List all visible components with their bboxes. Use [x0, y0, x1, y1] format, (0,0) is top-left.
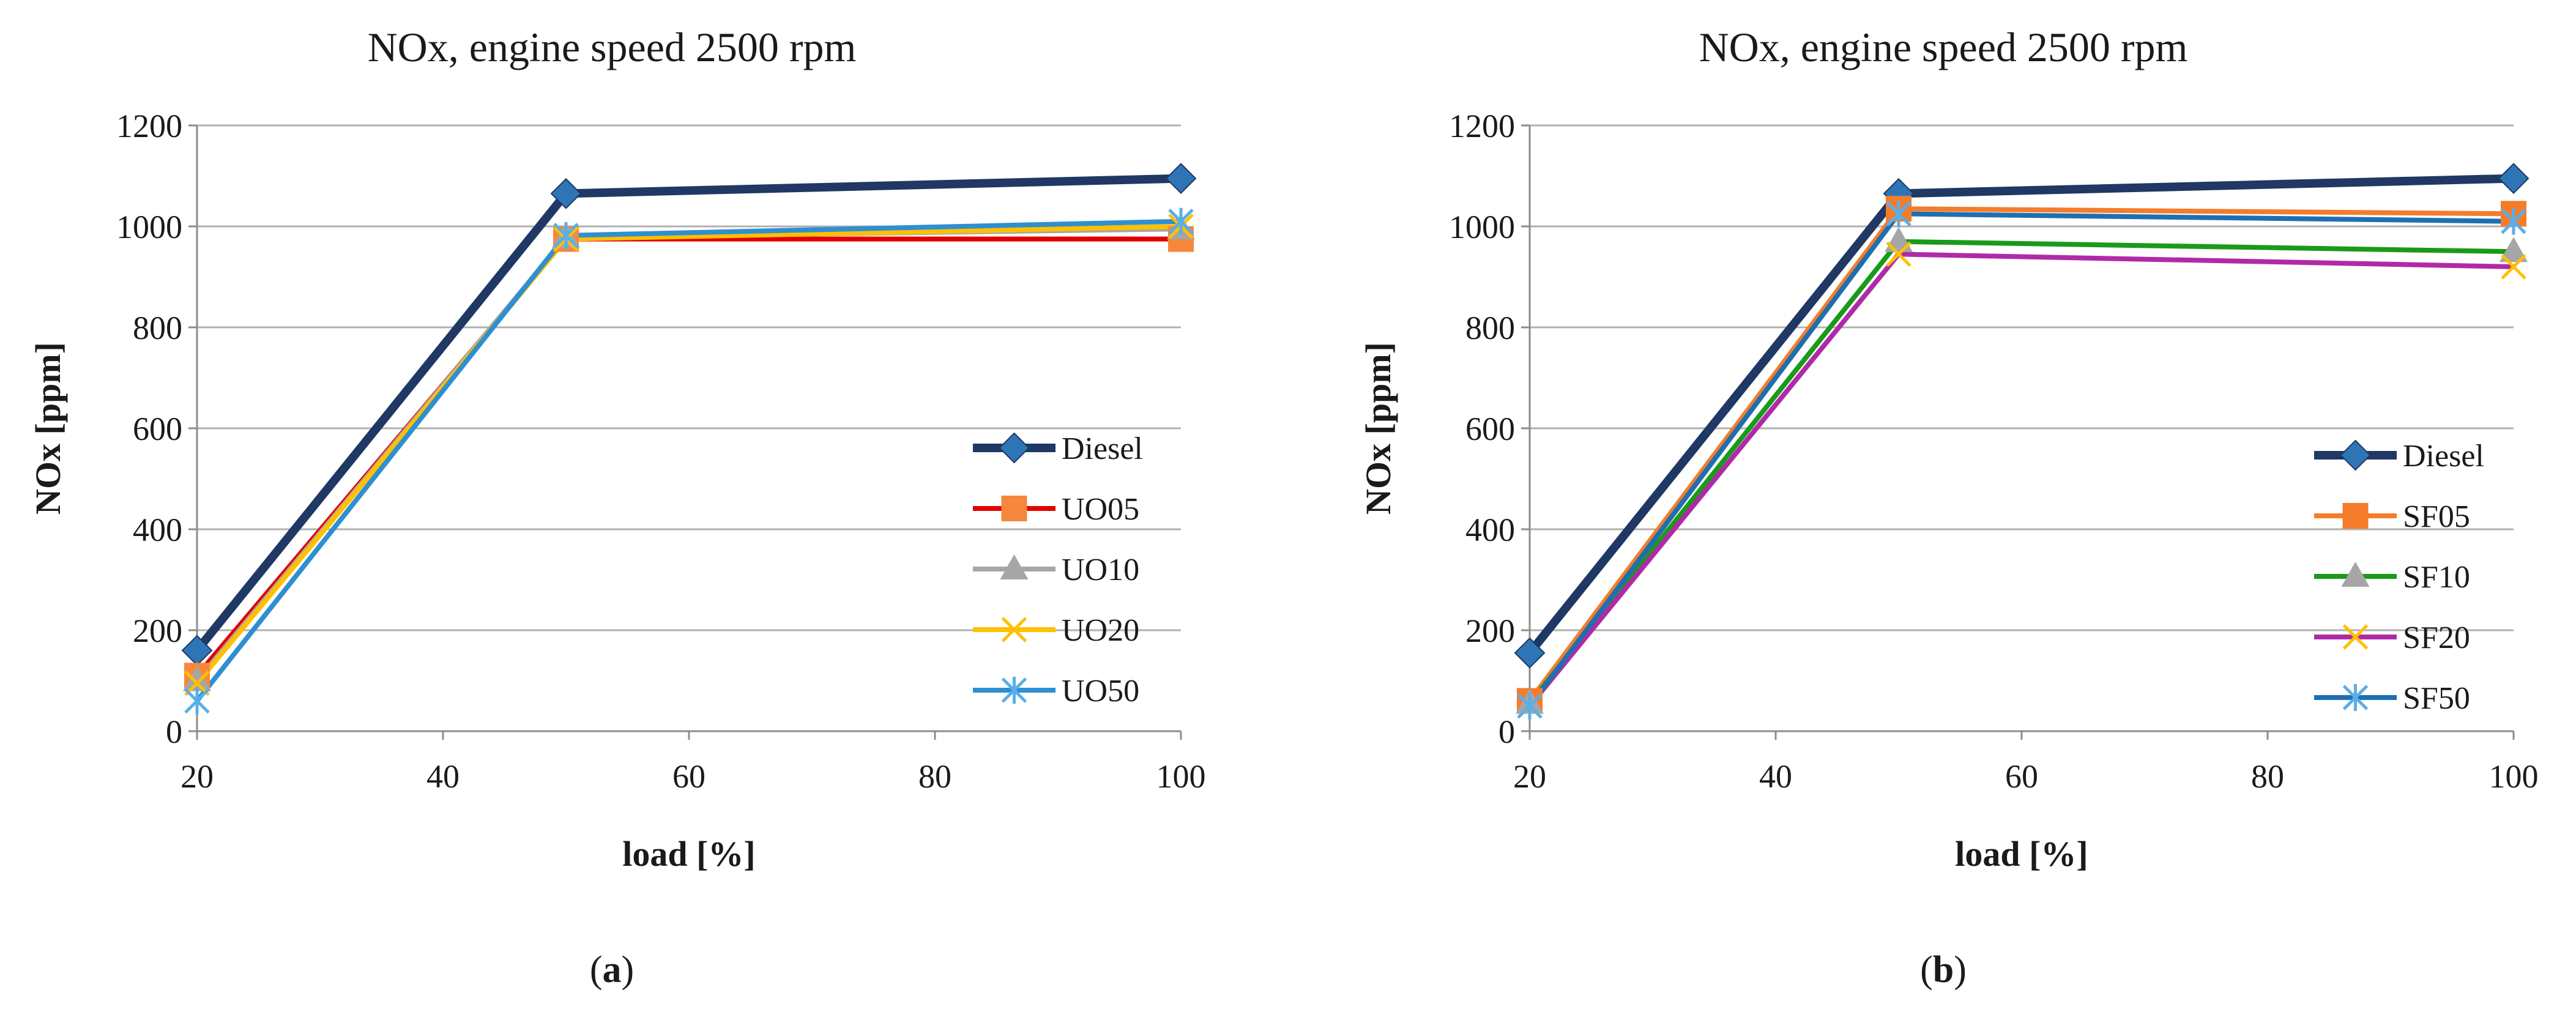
x-tick-label: 40 — [1759, 758, 1792, 795]
legend-marker — [2341, 562, 2370, 587]
legend-marker — [1001, 617, 1027, 642]
legend-label: SF05 — [2403, 499, 2470, 534]
y-tick-label: 1000 — [116, 209, 182, 245]
x-tick-label: 80 — [2251, 758, 2284, 795]
data-point-sf20 — [1886, 241, 1912, 267]
data-point-uo50 — [184, 687, 210, 715]
legend-label: SF20 — [2403, 620, 2470, 655]
data-point-diesel — [550, 177, 582, 209]
legend: Diesel UO05 UO10 UO20 UO50 — [973, 431, 1143, 709]
legend-item-uo10: UO10 — [973, 553, 1139, 587]
legend-marker — [1000, 554, 1029, 579]
series-line-uo10 — [195, 226, 1183, 683]
x-tick-label: 60 — [2005, 758, 2038, 795]
data-point-sf50 — [1886, 200, 1912, 228]
data-point-diesel — [1514, 637, 1546, 669]
y-tick-label: 600 — [1465, 411, 1515, 447]
legend-label: Diesel — [1062, 431, 1143, 466]
y-tick-label: 800 — [1465, 310, 1515, 346]
legend-marker — [2342, 684, 2369, 711]
y-tick-label: 1200 — [1449, 108, 1515, 144]
y-tick-label: 200 — [1465, 612, 1515, 649]
data-point-diesel — [2498, 163, 2529, 195]
x-tick-label: 100 — [2489, 758, 2539, 795]
panel-label-letter: a — [603, 949, 622, 991]
legend-label: UO05 — [1062, 492, 1139, 527]
y-axis-label: NOx [ppm] — [1358, 342, 1398, 515]
legend-item-uo20: UO20 — [973, 613, 1139, 648]
data-point-diesel — [1165, 163, 1197, 195]
data-point-uo50 — [1168, 207, 1194, 235]
legend-label: UO10 — [1062, 553, 1139, 587]
series-line-uo20 — [195, 224, 1183, 686]
legend-item-sf20: SF20 — [2314, 620, 2470, 655]
panel-label-open: ( — [1920, 949, 1933, 991]
panel-label-letter: b — [1933, 949, 1954, 991]
legend: Diesel SF05 SF10 SF20 SF50 — [2314, 439, 2484, 716]
y-tick-label: 1000 — [1449, 209, 1515, 245]
legend-item-uo05: UO05 — [973, 492, 1139, 527]
x-tick-label: 20 — [181, 758, 214, 795]
legend-label: UO20 — [1062, 613, 1139, 648]
x-axis-label: load [%] — [1955, 834, 2088, 874]
data-point-sf10 — [2500, 237, 2528, 262]
panel-label-close: ) — [1954, 949, 1967, 991]
x-tick-label: 100 — [1156, 758, 1206, 795]
data-point-sf20 — [2501, 254, 2526, 280]
legend-item-sf05: SF05 — [2314, 499, 2470, 534]
x-axis-label: load [%] — [622, 834, 756, 874]
legend-label: Diesel — [2403, 439, 2484, 474]
data-point-sf50 — [1517, 692, 1543, 720]
legend-item-diesel: Diesel — [973, 431, 1143, 466]
x-tick-label: 20 — [1513, 758, 1546, 795]
legend-label: UO50 — [1062, 674, 1139, 709]
legend-marker — [2342, 503, 2369, 529]
series-line-uo05 — [195, 236, 1183, 679]
legend-item-sf10: SF10 — [2314, 560, 2470, 595]
legend-marker — [999, 432, 1030, 464]
legend-marker — [1001, 677, 1027, 704]
y-axis-label: NOx [ppm] — [28, 342, 68, 515]
x-tick-label: 40 — [426, 758, 460, 795]
y-tick-label: 1200 — [116, 108, 182, 144]
y-tick-label: 600 — [133, 411, 182, 447]
y-tick-label: 0 — [1498, 713, 1515, 750]
chart-title: NOx, engine speed 2500 rpm — [1699, 24, 2188, 70]
y-tick-label: 0 — [166, 713, 182, 750]
data-point-uo10 — [183, 666, 211, 691]
y-tick-label: 400 — [133, 512, 182, 548]
y-tick-label: 200 — [133, 612, 182, 649]
legend-item-diesel: Diesel — [2314, 439, 2484, 474]
legend-marker — [2342, 624, 2369, 650]
legend-item-sf50: SF50 — [2314, 681, 2470, 716]
legend-label: SF10 — [2403, 560, 2470, 595]
series-line-diesel — [193, 174, 1185, 655]
panel-label-close: ) — [622, 949, 635, 991]
data-point-uo20 — [184, 670, 210, 696]
legend-marker — [2340, 439, 2371, 471]
panel-label-open: ( — [590, 949, 603, 991]
y-tick-label: 400 — [1465, 512, 1515, 548]
chart-title: NOx, engine speed 2500 rpm — [368, 24, 857, 70]
x-tick-label: 60 — [672, 758, 705, 795]
chart-panel-b: NOx, engine speed 2500 rpm 0 200 400 600 800 1… — [1358, 24, 2539, 991]
chart-panel-a: NOx, engine speed 2500 rpm 0 200 400 600 800 1… — [28, 24, 1206, 991]
legend-item-uo50: UO50 — [973, 674, 1139, 709]
panel-label: (b) — [1920, 949, 1967, 991]
data-point-sf50 — [2501, 207, 2526, 235]
data-point-uo50 — [553, 221, 579, 249]
legend-marker — [1001, 496, 1027, 521]
x-tick-label: 80 — [918, 758, 951, 795]
legend-label: SF50 — [2403, 681, 2470, 716]
panel-label: (a) — [590, 949, 634, 991]
y-tick-label: 800 — [133, 310, 182, 346]
